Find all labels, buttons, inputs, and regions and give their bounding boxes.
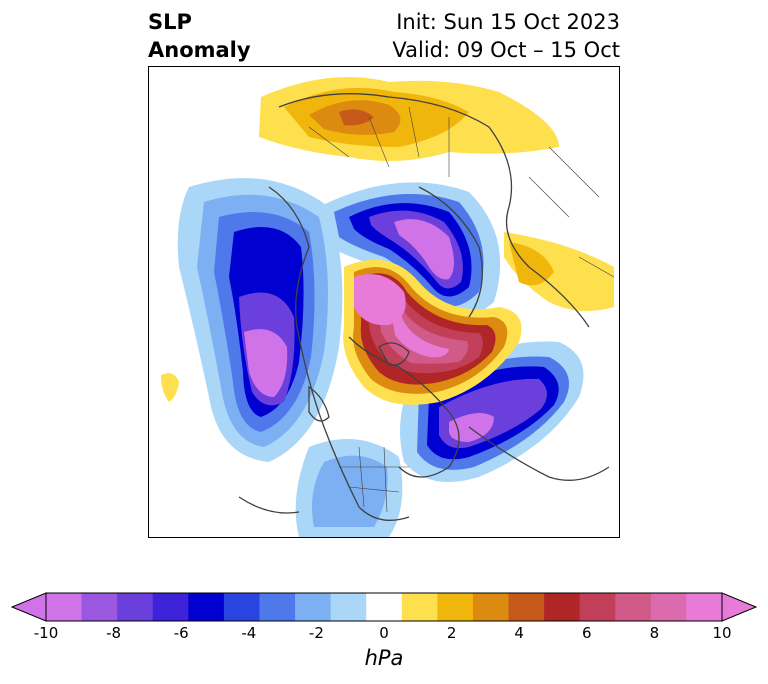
colorbar-frame [45,592,723,622]
colorbar-bin [437,593,474,621]
colorbar-tick-label: -8 [106,624,122,642]
colorbar-bin [615,593,652,621]
colorbar-bin [152,593,189,621]
colorbar-bin [650,593,687,621]
colorbar-bin [81,593,118,621]
map-dates: Init: Sun 15 Oct 2023 Valid: 09 Oct – 15… [392,8,620,64]
colorbar-tick-label: 8 [649,624,660,642]
anomaly-center-max [354,274,406,326]
colorbar-bin [579,593,616,621]
anomaly-pacific-positive [504,232,614,311]
colorbar-bin [330,593,367,621]
colorbar-tick-label: 10 [712,624,732,642]
colorbar-tick-label: -4 [241,624,257,642]
colorbar-bin [46,593,83,621]
title-variable: SLP [148,10,192,34]
colorbar-bin [259,593,296,621]
anomaly-eurasia-positive [259,77,559,161]
colorbar-bin [117,593,154,621]
colorbar-tick-label: 4 [514,624,524,642]
valid-range: Valid: 09 Oct – 15 Oct [392,38,620,62]
anomaly-small-positive [161,373,179,402]
colorbar-tick-label: 6 [582,624,592,642]
coastlines [238,93,610,521]
colorbar-tick-label: -6 [173,624,189,642]
colorbar-tick-label: 2 [446,624,457,642]
colorbar-bin [366,593,403,621]
title-variable-type: Anomaly [148,38,251,62]
map-title: SLP Anomaly [148,8,251,64]
anomaly-arctic-negative [319,182,501,320]
colorbar-ticks: -10 -8 -6 -4 -2 0 2 4 6 8 10 [0,624,768,646]
colorbar-bin [223,593,260,621]
colorbar-bin [401,593,438,621]
init-date: Init: Sun 15 Oct 2023 [396,10,620,34]
borders [308,106,615,513]
map-canvas [161,77,615,537]
colorbar-extend-max [721,592,758,622]
colorbar-bin [686,593,723,621]
colorbar-bin [295,593,332,621]
slp-anomaly-map [148,66,620,538]
colorbar [10,592,758,622]
colorbar-bin [544,593,581,621]
colorbar-tick-label: -2 [308,624,324,642]
anomaly-atlantic-negative [177,178,343,463]
colorbar-bin [508,593,545,621]
colorbar-tick-label: -10 [33,624,59,642]
colorbar-extend-min [10,592,47,622]
colorbar-tick-label: 0 [379,624,389,642]
colorbar-bin [472,593,510,621]
colorbar-bin [188,593,225,621]
colorbar-label: hPa [364,646,404,670]
anomaly-us-negative-inner [311,455,388,527]
